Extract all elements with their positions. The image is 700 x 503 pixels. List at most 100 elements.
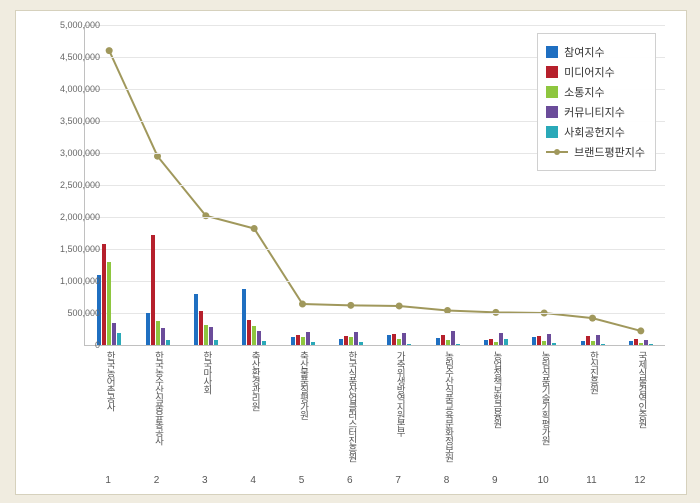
category-number: 12 xyxy=(630,475,650,486)
bar-s2 xyxy=(344,336,348,345)
bar-s1 xyxy=(242,289,246,345)
bar-s1 xyxy=(532,337,536,345)
bar-s5 xyxy=(166,340,170,345)
category-number: 7 xyxy=(388,475,408,486)
bar-s1 xyxy=(629,341,633,345)
bar-s2 xyxy=(199,311,203,345)
bar-s5 xyxy=(117,333,121,345)
category-label: 한국농어촌공사 xyxy=(102,351,116,411)
y-tick-label: 4,000,000 xyxy=(40,84,100,94)
bar-s5 xyxy=(649,344,653,345)
bar-s3 xyxy=(542,341,546,345)
bar-s4 xyxy=(306,332,310,345)
bar-s3 xyxy=(156,321,160,345)
chart-frame: 참여지수 미디어지수 소통지수 커뮤니티지수 사회공헌지수 브랜드평판지수 0 5… xyxy=(15,10,687,495)
bar-s2 xyxy=(441,335,445,345)
bar-s2 xyxy=(586,336,590,345)
legend-item-participation: 참여지수 xyxy=(546,44,645,60)
bar-s4 xyxy=(354,332,358,345)
gridline xyxy=(85,185,665,186)
y-tick-label: 2,500,000 xyxy=(40,180,100,190)
category-label: 국제식물검역인증원 xyxy=(634,351,648,428)
category-label: 농림식품기술기획평가원 xyxy=(537,351,551,445)
bar-s4 xyxy=(112,323,116,345)
category-number: 2 xyxy=(147,475,167,486)
legend: 참여지수 미디어지수 소통지수 커뮤니티지수 사회공헌지수 브랜드평판지수 xyxy=(537,33,656,171)
legend-label: 미디어지수 xyxy=(564,64,615,80)
bar-s1 xyxy=(291,337,295,345)
bar-s3 xyxy=(252,326,256,345)
category-number: 6 xyxy=(340,475,360,486)
category-number: 1 xyxy=(98,475,118,486)
bar-s1 xyxy=(387,335,391,345)
bar-s2 xyxy=(102,244,106,345)
bar-s5 xyxy=(601,344,605,345)
bar-s2 xyxy=(151,235,155,345)
bar-s4 xyxy=(257,331,261,345)
y-tick-label: 500,000 xyxy=(40,308,100,318)
gridline xyxy=(85,313,665,314)
bar-s1 xyxy=(436,338,440,345)
bar-s5 xyxy=(504,339,508,345)
legend-swatch xyxy=(546,126,558,138)
bar-s3 xyxy=(639,343,643,345)
bar-s4 xyxy=(451,331,455,345)
gridline xyxy=(85,217,665,218)
legend-swatch xyxy=(546,86,558,98)
bar-s4 xyxy=(499,333,503,345)
category-number: 11 xyxy=(582,475,602,486)
legend-label: 사회공헌지수 xyxy=(564,124,625,140)
bar-s2 xyxy=(392,334,396,345)
bar-s1 xyxy=(339,339,343,345)
bar-s5 xyxy=(311,342,315,345)
category-label: 한국마사회 xyxy=(199,351,213,394)
bar-s4 xyxy=(402,333,406,345)
bar-s5 xyxy=(407,344,411,345)
gridline xyxy=(85,249,665,250)
y-tick-label: 1,000,000 xyxy=(40,276,100,286)
category-label: 축산환경관리원 xyxy=(247,351,261,411)
bar-s2 xyxy=(537,336,541,345)
category-label: 농림수산식품교육문화정보원 xyxy=(441,351,455,462)
category-number: 8 xyxy=(437,475,457,486)
gridline xyxy=(85,25,665,26)
bar-s1 xyxy=(581,341,585,345)
y-tick-label: 0 xyxy=(40,340,100,350)
bar-s4 xyxy=(161,328,165,345)
legend-line-marker xyxy=(546,146,568,158)
legend-item-brand-reputation: 브랜드평판지수 xyxy=(546,144,645,160)
category-label: 축산물품질평가원 xyxy=(296,351,310,419)
y-tick-label: 3,000,000 xyxy=(40,148,100,158)
bar-s5 xyxy=(456,344,460,345)
bar-s1 xyxy=(194,294,198,345)
category-label: 한국식품산업클러스터진흥원 xyxy=(344,351,358,462)
legend-item-community: 커뮤니티지수 xyxy=(546,104,645,120)
bar-s5 xyxy=(359,342,363,345)
bar-s1 xyxy=(484,340,488,345)
category-number: 9 xyxy=(485,475,505,486)
bar-s3 xyxy=(107,262,111,345)
bar-s3 xyxy=(204,325,208,345)
legend-item-media: 미디어지수 xyxy=(546,64,645,80)
bar-s1 xyxy=(146,313,150,345)
bar-s3 xyxy=(397,339,401,345)
category-number: 3 xyxy=(195,475,215,486)
bar-s3 xyxy=(494,342,498,345)
bar-s2 xyxy=(489,339,493,345)
category-number: 4 xyxy=(243,475,263,486)
bar-s4 xyxy=(596,335,600,345)
category-label: 농업정책보험금융원 xyxy=(489,351,503,428)
legend-label: 브랜드평판지수 xyxy=(574,144,645,160)
category-label: 한식진흥원 xyxy=(586,351,600,394)
bar-s4 xyxy=(209,327,213,345)
bar-s4 xyxy=(644,340,648,345)
gridline xyxy=(85,281,665,282)
y-tick-label: 5,000,000 xyxy=(40,20,100,30)
legend-item-communication: 소통지수 xyxy=(546,84,645,100)
bar-s2 xyxy=(296,335,300,345)
bar-s2 xyxy=(247,320,251,345)
y-tick-label: 4,500,000 xyxy=(40,52,100,62)
legend-swatch xyxy=(546,66,558,78)
legend-label: 커뮤니티지수 xyxy=(564,104,625,120)
category-label: 한국농수산식품유통공사 xyxy=(151,351,165,445)
